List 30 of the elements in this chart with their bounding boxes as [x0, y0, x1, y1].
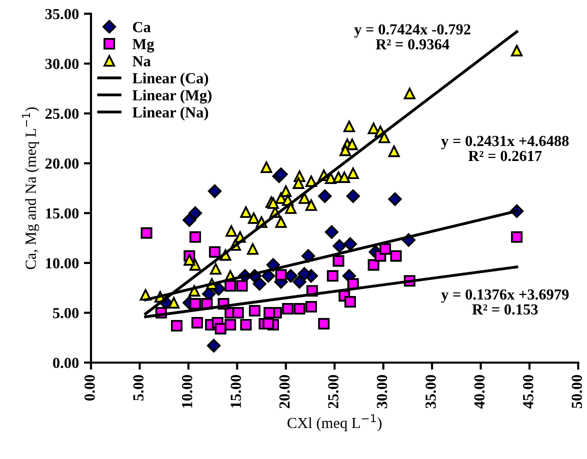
y-tick-label: 20.00	[45, 158, 79, 169]
x-tick-label: 5.00	[133, 375, 144, 401]
y-axis-title: Ca, Mg and Na (meq L$^{−1}$)	[22, 107, 40, 270]
legend-label: Linear (Na)	[132, 106, 208, 121]
x-tick-label: 35.00	[426, 375, 436, 408]
legend-label: Linear (Ca)	[132, 72, 208, 86]
y-tick-label: 0.00	[53, 358, 79, 368]
x-axis-title: CXl (meq L$^{−1}$)	[288, 414, 382, 432]
x-tick-label: 30.00	[376, 375, 388, 408]
annotation: y = 0.2431x +4.6488 R² = 0.2617	[441, 136, 569, 162]
x-tick-label: 45.00	[522, 375, 534, 409]
x-tick-label: 40.00	[474, 375, 485, 409]
y-tick-label: 10.00	[46, 258, 79, 268]
legend-label: Na	[132, 56, 151, 66]
y-tick-label: 15.00	[46, 208, 79, 219]
legend-label: Ca	[132, 22, 151, 32]
x-tick-label: 20.00	[279, 375, 290, 408]
x-tick-label: 0.00	[84, 375, 95, 401]
y-tick-label: 30.00	[45, 58, 79, 70]
x-tick-label: 25.00	[328, 375, 338, 408]
x-tick-label: 50.00	[572, 375, 582, 408]
y-tick-label: 35.00	[45, 8, 79, 20]
x-tick-label: 15.00	[230, 375, 242, 408]
y-tick-label: 5.00	[53, 308, 79, 318]
x-tick-label: 10.00	[182, 375, 192, 408]
annotation: y = 0.7424x -0.792 R² = 0.9364	[354, 24, 470, 50]
y-tick-label: 25.00	[45, 108, 79, 119]
legend-label: Mg	[132, 39, 154, 52]
annotation: y = 0.1376x +3.6979 R² = 0.153	[441, 289, 569, 315]
legend-label: Linear (Mg)	[132, 90, 212, 104]
